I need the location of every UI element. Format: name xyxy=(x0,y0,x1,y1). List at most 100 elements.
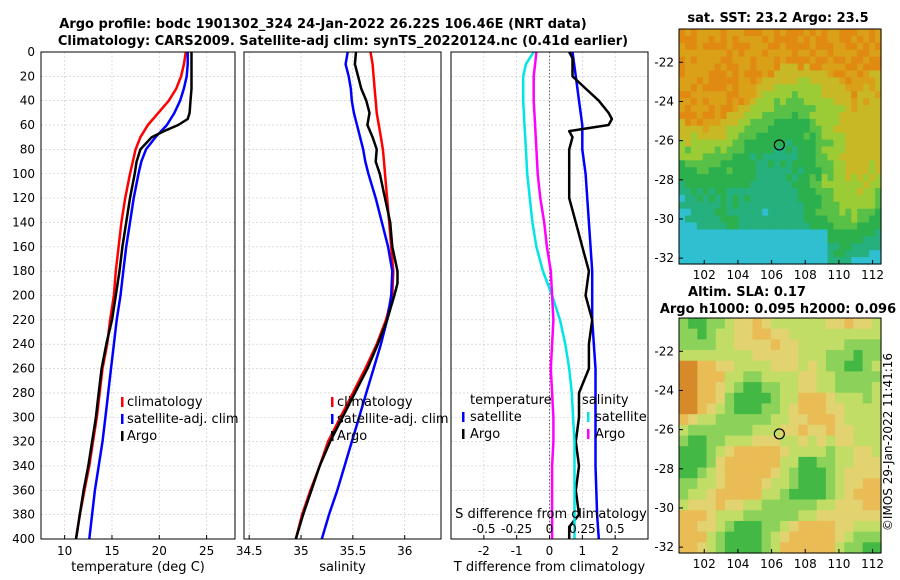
secondary-x-tick-label: 0 xyxy=(546,522,554,536)
sla-map-title-line2: Argo h1000: 0.095 h2000: 0.096 xyxy=(660,302,896,317)
legend-label: Argo xyxy=(470,427,500,442)
legend-label: climatology xyxy=(337,395,413,410)
legend-label: satellite xyxy=(470,410,522,425)
x-tick-label: 10 xyxy=(57,544,72,558)
y-tick-label: -26 xyxy=(654,423,674,437)
legend-label: satellite-adj. clim xyxy=(337,412,449,427)
x-tick-label: 35 xyxy=(293,544,308,558)
imos-credit: ©IMOS 29-Jan-2022 11:41:16 xyxy=(881,353,895,531)
plot-frame xyxy=(450,51,649,540)
legend-swatch xyxy=(587,429,590,439)
figure-title-line2: Climatology: CARS2009. Satellite-adj cli… xyxy=(58,34,628,49)
legend-swatch xyxy=(331,431,334,441)
sst-map-title: sat. SST: 23.2 Argo: 23.5 xyxy=(687,11,868,26)
legend-temperature-title: temperature xyxy=(470,393,552,408)
secondary-x-tick-label: 0.25 xyxy=(569,522,596,536)
x-tick-label: 104 xyxy=(726,268,749,282)
map-field xyxy=(679,318,882,554)
secondary-x-tick-label: -0.25 xyxy=(501,522,532,536)
map-frame xyxy=(678,28,882,265)
x-tick-label: -2 xyxy=(478,544,490,558)
legend-swatch xyxy=(587,412,590,422)
y-tick-label: 60 xyxy=(20,118,35,132)
y-tick-label: 180 xyxy=(12,264,35,278)
figure-title-line1: Argo profile: bodc 1901302_324 24-Jan-20… xyxy=(59,17,586,32)
y-tick-label: 320 xyxy=(12,435,35,449)
x-tick-label: 102 xyxy=(693,557,716,571)
y-tick-label: -22 xyxy=(654,344,674,358)
series-line-argo xyxy=(74,52,193,540)
y-tick-label: -28 xyxy=(654,173,674,187)
y-tick-label: 100 xyxy=(12,167,35,181)
y-tick-label: 80 xyxy=(20,142,35,156)
series-line-temperature-Argo xyxy=(567,51,614,539)
series-line-salinity-Argo xyxy=(532,51,555,539)
x-tick-label: 106 xyxy=(760,268,783,282)
legend-salinity-title: salinity xyxy=(582,393,629,408)
series-line-satellite-adj-clim xyxy=(88,52,189,540)
x-tick-label: 108 xyxy=(794,268,817,282)
y-tick-label: 200 xyxy=(12,289,35,303)
temperature-profile-panel: 0 20 40 60 80 100 120 140 160 180 200 220 240 260 280 3… xyxy=(12,45,239,575)
legend-swatch xyxy=(462,429,465,439)
y-tick-label: 140 xyxy=(12,215,35,229)
argo-location-marker xyxy=(773,139,785,151)
x-tick-label: -1 xyxy=(511,544,523,558)
y-tick-label: 220 xyxy=(12,313,35,327)
map-frame xyxy=(678,317,882,554)
map-field xyxy=(679,29,882,265)
legend-swatch xyxy=(331,397,334,407)
legend-label: satellite-adj. clim xyxy=(127,412,239,427)
y-tick-label: 400 xyxy=(12,532,35,546)
legend-label: Argo xyxy=(127,429,157,444)
argo-location-marker xyxy=(773,428,785,440)
y-tick-label: 380 xyxy=(12,508,35,522)
sla-map-title-line1: Altim. SLA: 0.17 xyxy=(688,285,806,300)
secondary-x-axis-label: S difference from climatology xyxy=(455,507,647,522)
legend-swatch xyxy=(121,431,124,441)
x-tick-label: 110 xyxy=(827,268,850,282)
legend-swatch xyxy=(462,412,465,422)
y-tick-label: -30 xyxy=(654,212,674,226)
salinity-profile-panel: 34.5 35 35.5 36 salinity climatology satellite… xyxy=(236,51,449,575)
x-tick-label: 34.5 xyxy=(236,544,263,558)
y-tick-label: 160 xyxy=(12,240,35,254)
x-tick-label: 0 xyxy=(546,544,554,558)
x-tick-label: 2 xyxy=(611,544,619,558)
x-axis-label: T difference from climatology xyxy=(453,560,646,575)
y-tick-label: 240 xyxy=(12,337,35,351)
x-tick-label: 104 xyxy=(726,557,749,571)
legend-label: Argo xyxy=(337,429,367,444)
y-tick-label: 0 xyxy=(27,45,35,59)
legend-swatch xyxy=(121,414,124,424)
y-tick-label: 340 xyxy=(12,459,35,473)
plot-frame xyxy=(40,51,236,540)
y-tick-label: -30 xyxy=(654,501,674,515)
y-tick-label: -32 xyxy=(654,251,674,265)
y-tick-label: 300 xyxy=(12,410,35,424)
series-line-argo xyxy=(294,51,399,540)
legend-label: satellite xyxy=(595,410,647,425)
x-tick-label: 110 xyxy=(827,557,850,571)
y-tick-label: -28 xyxy=(654,462,674,476)
x-tick-label: 15 xyxy=(104,544,119,558)
series-line-satellite-adj-clim xyxy=(320,51,394,540)
legend-label: climatology xyxy=(127,395,203,410)
x-axis-label: temperature (deg C) xyxy=(71,560,205,575)
y-tick-label: 280 xyxy=(12,386,35,400)
x-tick-label: 35.5 xyxy=(340,544,367,558)
x-tick-label: 25 xyxy=(199,544,214,558)
y-tick-label: -26 xyxy=(654,134,674,148)
y-tick-label: -24 xyxy=(654,383,674,397)
y-tick-label: -32 xyxy=(654,540,674,554)
x-tick-label: 36 xyxy=(397,544,412,558)
x-tick-label: 106 xyxy=(760,557,783,571)
x-tick-label: 112 xyxy=(861,268,884,282)
legend-swatch xyxy=(121,397,124,407)
y-tick-label: 20 xyxy=(20,69,35,83)
series-line-salinity-satellite xyxy=(521,51,576,539)
y-tick-label: -24 xyxy=(654,94,674,108)
plot-frame xyxy=(243,51,442,540)
y-tick-label: -22 xyxy=(654,55,674,69)
